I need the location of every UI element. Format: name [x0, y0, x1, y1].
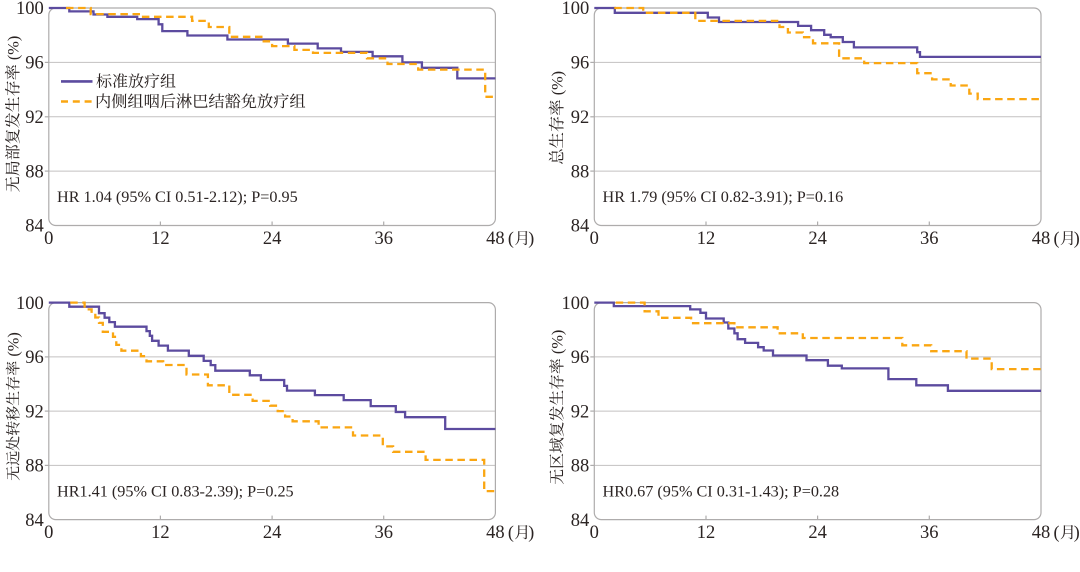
svg-text:84: 84 — [25, 511, 44, 531]
svg-text:(%): (%) — [547, 330, 566, 354]
svg-text:24: 24 — [808, 523, 827, 543]
svg-text:48: 48 — [486, 523, 505, 543]
svg-text:(: ( — [508, 522, 514, 543]
svg-text:0: 0 — [590, 523, 599, 543]
svg-text:12: 12 — [697, 229, 716, 249]
svg-text:92: 92 — [25, 108, 44, 128]
svg-text:84: 84 — [25, 217, 44, 237]
svg-text:96: 96 — [571, 348, 590, 368]
svg-text:84: 84 — [571, 217, 590, 237]
svg-text:HR 1.79 (95% CI 0.82-3.91); P=: HR 1.79 (95% CI 0.82-3.91); P=0.16 — [603, 188, 844, 206]
svg-text:88: 88 — [25, 457, 44, 477]
svg-text:36: 36 — [920, 229, 939, 249]
svg-text:(%): (%) — [3, 332, 22, 356]
svg-text:(: ( — [1054, 522, 1060, 543]
svg-text:(%): (%) — [547, 71, 566, 95]
svg-text:48: 48 — [486, 229, 505, 249]
svg-text:84: 84 — [571, 511, 590, 531]
svg-text:): ) — [1074, 522, 1080, 543]
svg-text:100: 100 — [16, 294, 44, 314]
svg-text:96: 96 — [25, 348, 44, 368]
svg-text:0: 0 — [590, 229, 599, 249]
svg-text:(: ( — [508, 228, 514, 249]
svg-text:100: 100 — [562, 0, 590, 19]
svg-text:96: 96 — [571, 54, 590, 74]
svg-text:92: 92 — [571, 108, 590, 128]
svg-text:12: 12 — [151, 229, 170, 249]
svg-text:): ) — [528, 522, 534, 543]
svg-text:): ) — [1074, 228, 1080, 249]
svg-text:24: 24 — [808, 229, 827, 249]
svg-text:36: 36 — [374, 523, 393, 543]
svg-text:88: 88 — [571, 162, 590, 182]
svg-text:100: 100 — [16, 0, 44, 19]
svg-text:88: 88 — [571, 457, 590, 477]
svg-text:HR0.67 (95% CI 0.31-1.43); P=0: HR0.67 (95% CI 0.31-1.43); P=0.28 — [603, 483, 840, 501]
svg-text:48: 48 — [1032, 523, 1051, 543]
svg-text:): ) — [528, 228, 534, 249]
svg-text:(: ( — [1054, 228, 1060, 249]
svg-text:96: 96 — [25, 54, 44, 74]
svg-text:0: 0 — [44, 229, 53, 249]
svg-text:48: 48 — [1032, 229, 1051, 249]
svg-text:12: 12 — [151, 523, 170, 543]
svg-text:24: 24 — [263, 229, 282, 249]
svg-text:36: 36 — [374, 229, 393, 249]
svg-text:100: 100 — [562, 294, 590, 314]
svg-text:36: 36 — [920, 523, 939, 543]
svg-text:(%): (%) — [3, 36, 22, 60]
svg-text:HR 1.04 (95% CI 0.51-2.12); P=: HR 1.04 (95% CI 0.51-2.12); P=0.95 — [57, 188, 298, 206]
svg-text:88: 88 — [25, 162, 44, 182]
svg-text:92: 92 — [25, 402, 44, 422]
svg-text:HR1.41 (95% CI 0.83-2.39); P=0: HR1.41 (95% CI 0.83-2.39); P=0.25 — [57, 483, 294, 501]
svg-text:12: 12 — [697, 523, 716, 543]
svg-text:0: 0 — [44, 523, 53, 543]
svg-text:24: 24 — [263, 523, 282, 543]
svg-text:92: 92 — [571, 402, 590, 422]
